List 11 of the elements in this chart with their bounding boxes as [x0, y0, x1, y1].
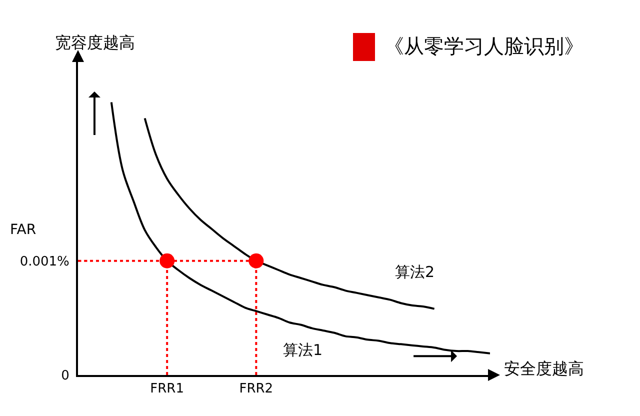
- y-tick-label: 0: [61, 368, 70, 384]
- x-tick-label: FRR1: [150, 382, 184, 397]
- text: FAR: [10, 222, 36, 238]
- x-axis-title: 安全度越高: [504, 359, 584, 378]
- y-axis-title: 宽容度越高: [55, 33, 135, 52]
- x-tick-label: FRR2: [239, 382, 274, 397]
- chart-title: 《从零学习人脸识别》: [384, 34, 584, 58]
- series-label: 算法2: [395, 263, 435, 281]
- line-series: [144, 117, 436, 310]
- y-tick-label: 0.001%: [20, 254, 70, 270]
- series-label: 算法1: [283, 341, 323, 359]
